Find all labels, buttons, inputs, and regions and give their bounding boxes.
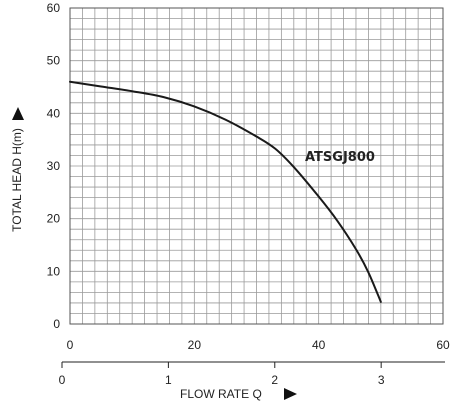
plot-frame: [69, 7, 444, 325]
x-top-tick-label: 60: [436, 338, 450, 352]
x-axis-top-ticks: 0 20 40 60: [67, 338, 450, 352]
x-top-tick-label: 40: [312, 338, 326, 352]
y-tick-label: 30: [47, 159, 61, 173]
x-axis-label: FLOW RATE Q: [180, 387, 262, 401]
series-line: [69, 80, 382, 303]
series-curve: [69, 80, 382, 303]
y-tick-label: 60: [47, 1, 61, 15]
x-axis-bottom: 0 1 2 3: [59, 361, 445, 387]
x-bottom-tick-label: 2: [271, 373, 278, 387]
x-top-tick-label: 0: [67, 338, 74, 352]
triangle-up-icon: [12, 107, 24, 120]
y-tick-label: 40: [47, 106, 61, 120]
y-tick-label: 20: [47, 212, 61, 226]
plot-grid: [69, 7, 444, 325]
y-tick-label: 50: [47, 54, 61, 68]
x-bottom-tick-label: 1: [165, 373, 172, 387]
y-axis-ticks: 0 10 20 30 40 50 60: [47, 1, 61, 331]
series-label: ATSGJ800: [305, 150, 375, 165]
x-top-tick-label: 20: [188, 338, 202, 352]
x-bottom-tick-label: 3: [378, 373, 385, 387]
y-axis-label: TOTAL HEAD H(m): [10, 128, 24, 232]
y-tick-label: 10: [47, 264, 61, 278]
y-tick-label: 0: [53, 317, 60, 331]
x-bottom-tick-label: 0: [59, 373, 66, 387]
triangle-right-icon: [284, 388, 297, 400]
